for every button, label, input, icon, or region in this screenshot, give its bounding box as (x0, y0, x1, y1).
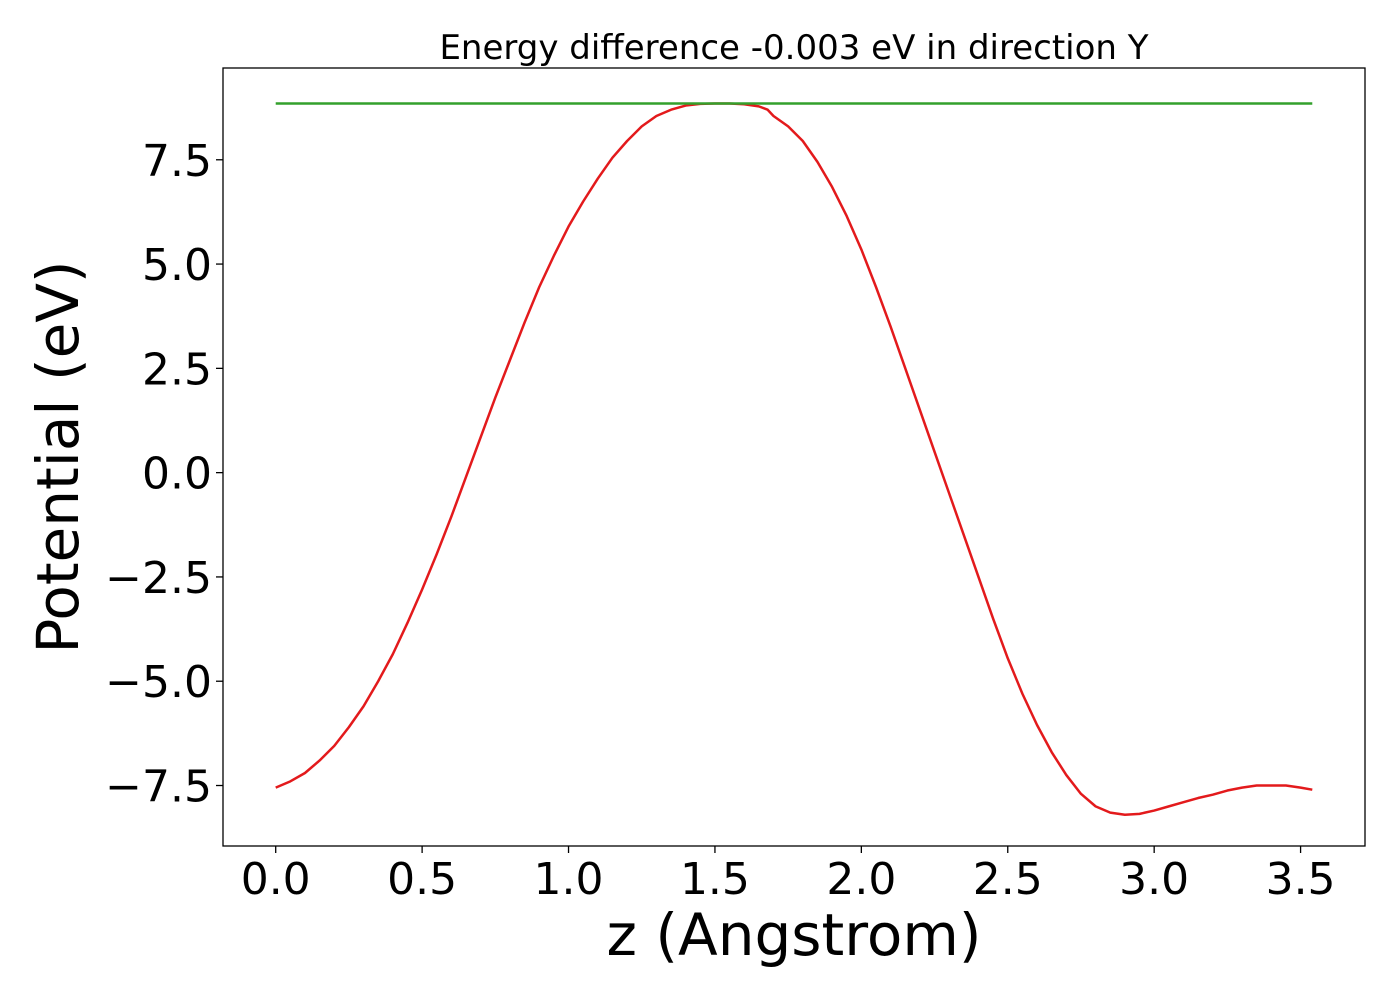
y-axis-ticks: −7.5 −5.0 −2.5 0.0 2.5 5.0 7.5 (105, 136, 223, 813)
x-tick-label: 3.5 (1266, 854, 1336, 905)
y-tick-label: −5.0 (105, 657, 212, 708)
x-tick-label: 2.0 (826, 854, 896, 905)
x-tick-label: 0.0 (241, 854, 311, 905)
y-tick-label: 5.0 (142, 240, 212, 291)
plot-area-frame (222, 67, 1366, 847)
x-tick-label: 0.5 (387, 854, 457, 905)
x-tick-label: 1.5 (680, 854, 750, 905)
series-layer (275, 102, 1313, 816)
x-tick-label: 3.0 (1119, 854, 1189, 905)
x-tick-label: 1.0 (534, 854, 604, 905)
y-tick-label: 7.5 (142, 136, 212, 187)
chart-title: Energy difference -0.003 eV in direction… (439, 28, 1148, 68)
x-tick-label: 2.5 (973, 854, 1043, 905)
potential-line (275, 102, 1313, 816)
y-tick-label: −7.5 (105, 762, 212, 813)
y-axis-label: Potential (eV) (24, 260, 92, 653)
x-axis-ticks: 0.0 0.5 1.0 1.5 2.0 2.5 3.0 3.5 (241, 846, 1336, 905)
y-tick-label: −2.5 (105, 553, 212, 604)
y-tick-label: 0.0 (142, 449, 212, 500)
x-axis-label: z (Angstrom) (607, 901, 982, 969)
y-tick-label: 2.5 (142, 344, 212, 395)
